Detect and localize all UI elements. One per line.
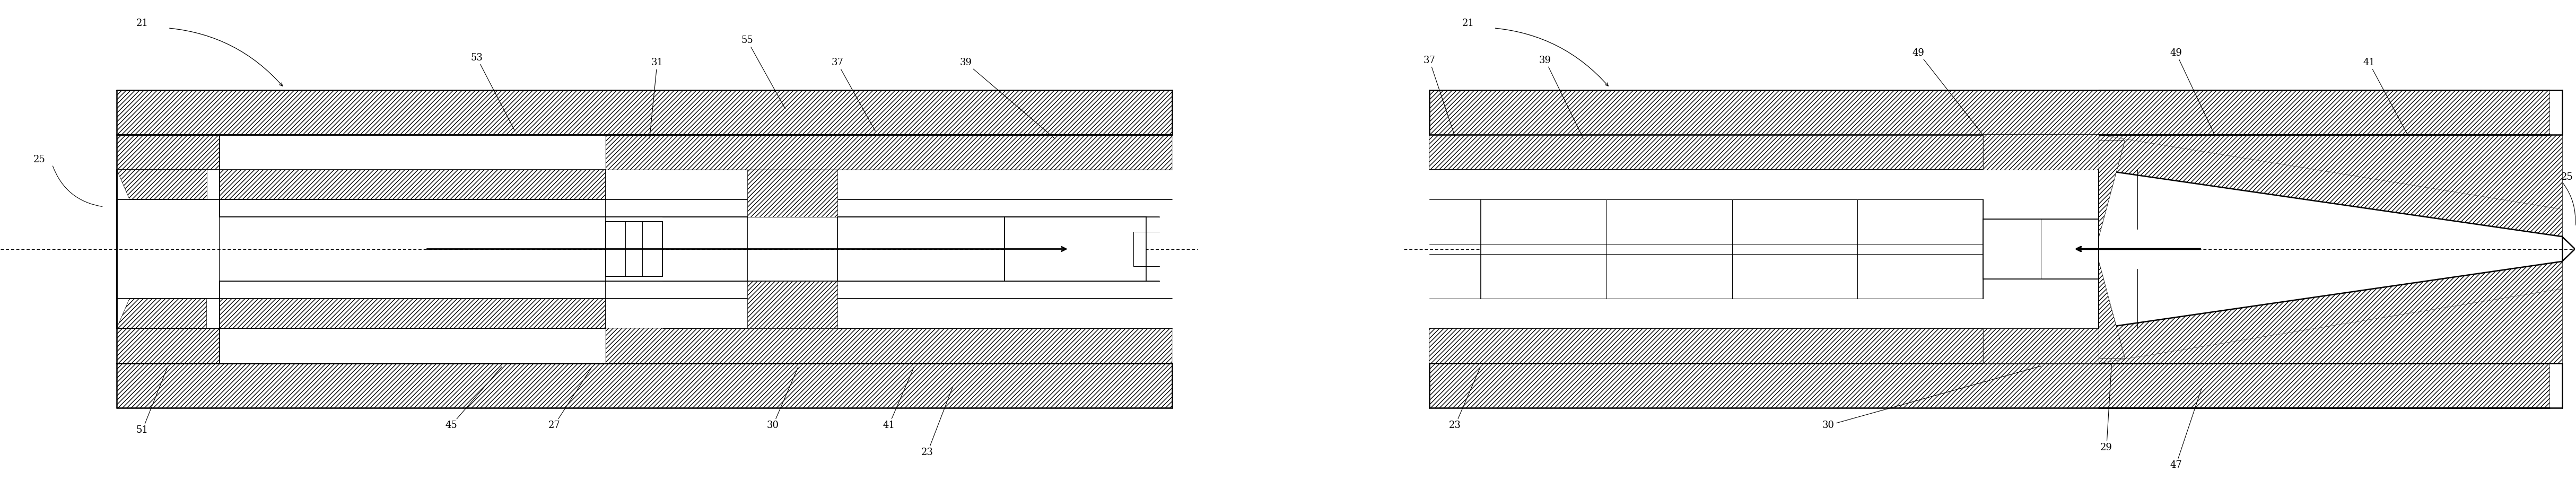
Text: 21: 21 <box>137 18 149 28</box>
Text: 30: 30 <box>768 367 799 430</box>
Bar <box>747 169 837 217</box>
Bar <box>1984 329 2099 363</box>
Text: 39: 39 <box>961 58 1056 139</box>
Bar <box>605 329 1172 363</box>
Bar <box>1607 199 1731 299</box>
Bar <box>1481 199 1607 299</box>
Text: 25: 25 <box>33 155 46 164</box>
Text: 41: 41 <box>2362 58 2406 133</box>
Bar <box>1005 217 1146 281</box>
Text: 29: 29 <box>2099 365 2112 452</box>
Bar <box>605 135 1172 169</box>
Bar <box>1430 363 2550 408</box>
Text: 31: 31 <box>649 58 662 138</box>
Bar <box>1857 199 1984 299</box>
Bar <box>1984 135 2099 169</box>
Text: 49: 49 <box>1911 48 1981 133</box>
Text: 41: 41 <box>884 367 914 430</box>
Text: 53: 53 <box>471 53 515 131</box>
Bar <box>219 217 1172 281</box>
Polygon shape <box>116 135 219 169</box>
Text: 25: 25 <box>2561 172 2573 182</box>
Text: 45: 45 <box>446 367 502 430</box>
Bar <box>116 90 1172 135</box>
Bar <box>1430 90 2550 135</box>
Bar <box>605 222 662 276</box>
Polygon shape <box>2099 135 2563 237</box>
Bar <box>1430 329 1984 363</box>
Text: 51: 51 <box>137 367 167 435</box>
Text: 23: 23 <box>1450 367 1481 430</box>
Bar <box>747 281 837 329</box>
Text: 21: 21 <box>1463 18 1473 28</box>
Text: 37: 37 <box>832 58 876 131</box>
Text: 55: 55 <box>742 36 786 109</box>
Polygon shape <box>2099 135 2563 237</box>
Text: 23: 23 <box>922 387 953 457</box>
Polygon shape <box>116 299 206 329</box>
Polygon shape <box>2099 261 2563 363</box>
Polygon shape <box>2099 261 2563 363</box>
Bar <box>219 299 605 329</box>
Bar <box>1430 135 1984 169</box>
Polygon shape <box>116 169 206 199</box>
Text: 49: 49 <box>2169 48 2213 133</box>
Polygon shape <box>2099 261 2125 358</box>
Bar <box>1731 199 1857 299</box>
Text: 27: 27 <box>549 367 592 430</box>
Polygon shape <box>2099 140 2125 237</box>
Bar <box>116 363 1172 408</box>
Bar <box>1984 219 2099 279</box>
Polygon shape <box>116 329 219 363</box>
Text: 39: 39 <box>1540 56 1584 138</box>
Text: 30: 30 <box>1821 366 2040 430</box>
Text: 47: 47 <box>2169 389 2202 470</box>
Text: 37: 37 <box>1425 56 1455 136</box>
Bar <box>219 169 605 199</box>
